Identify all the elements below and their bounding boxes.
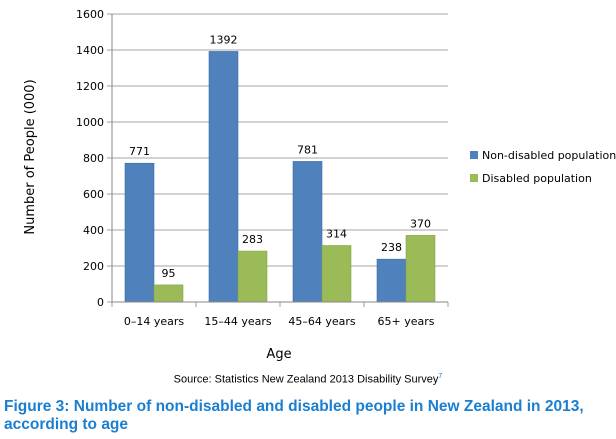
- legend: Non-disabled population Disabled populati…: [470, 149, 616, 185]
- bar-chart: 771 95 1392 283 781 314 238 370 0 200 400 600 800 10…: [23, 8, 616, 362]
- y-tick-label: 1600: [76, 8, 104, 21]
- data-label: 314: [326, 227, 347, 240]
- data-labels: 771 95 1392 283 781 314 238 370: [129, 33, 431, 279]
- legend-label: Non-disabled population: [482, 149, 616, 162]
- y-tick-label: 600: [83, 188, 104, 201]
- bar: [405, 235, 436, 303]
- data-label: 1392: [210, 33, 238, 46]
- y-tick-label: 400: [83, 224, 104, 237]
- y-tick-label: 1200: [76, 80, 104, 93]
- data-label: 370: [410, 217, 431, 230]
- legend-label: Disabled population: [482, 172, 592, 185]
- x-axis-title: Age: [266, 347, 291, 362]
- y-tick-label: 1000: [76, 116, 104, 129]
- axes: 0 200 400 600 800 1000 1200 1400 1600 0–14 years 1…: [76, 8, 449, 328]
- y-tick-label: 0: [97, 296, 104, 309]
- x-tick-label: 0–14 years: [124, 315, 185, 328]
- data-label: 95: [162, 267, 176, 280]
- x-tick-label: 15–44 years: [204, 315, 272, 328]
- bar: [321, 245, 352, 303]
- legend-swatch: [470, 151, 478, 159]
- figure-caption: Figure 3: Number of non-disabled and dis…: [4, 398, 584, 433]
- bar: [153, 284, 184, 303]
- data-label: 238: [381, 241, 402, 254]
- bars: [124, 51, 436, 303]
- data-label: 781: [297, 143, 318, 156]
- y-tick-label: 800: [83, 152, 104, 165]
- bar: [124, 162, 155, 303]
- source-footnote: 7: [438, 373, 443, 380]
- gridlines: [112, 13, 448, 267]
- x-tick-label: 45–64 years: [288, 315, 356, 328]
- source-text: Source: Statistics New Zealand 2013 Disa…: [173, 373, 439, 386]
- legend-swatch: [470, 174, 478, 182]
- source-note: Source: Statistics New Zealand 2013 Disa…: [0, 373, 616, 386]
- bar: [292, 161, 323, 303]
- y-tick-label: 1400: [76, 44, 104, 57]
- bar: [376, 258, 407, 303]
- bar: [237, 250, 268, 303]
- x-tick-label: 65+ years: [378, 315, 435, 328]
- data-label: 283: [242, 233, 263, 246]
- bar: [208, 51, 239, 303]
- data-label: 771: [129, 145, 150, 158]
- y-axis-title: Number of People (000): [23, 79, 38, 234]
- y-tick-label: 200: [83, 260, 104, 273]
